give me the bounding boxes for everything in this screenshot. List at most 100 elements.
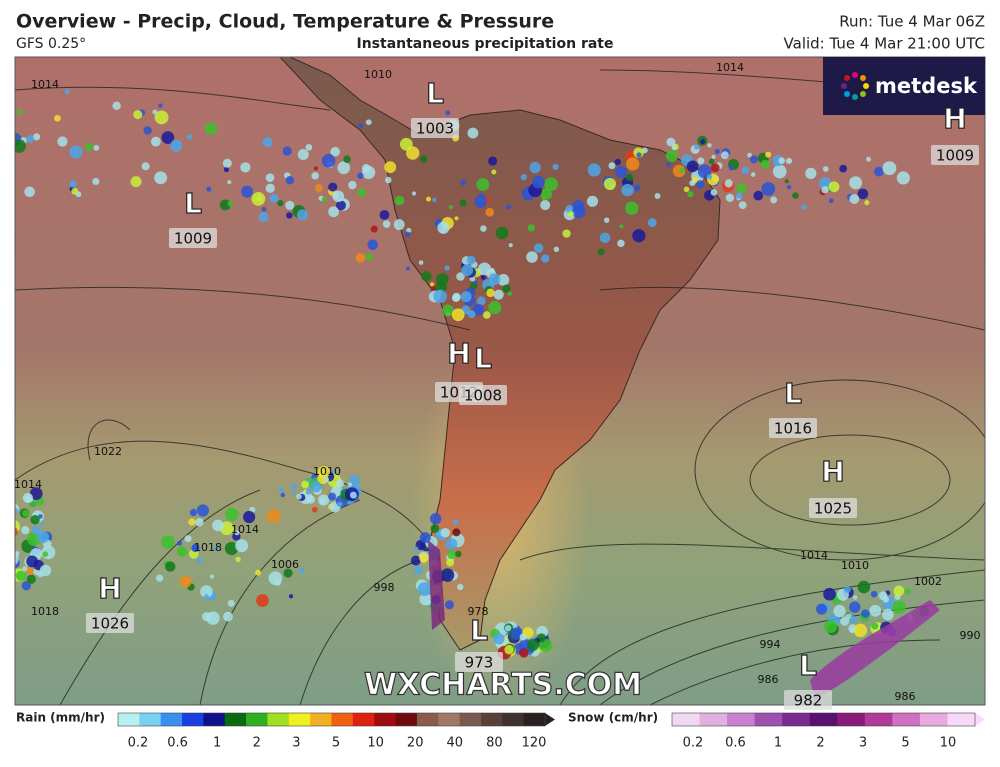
precip-cell xyxy=(460,179,467,186)
precip-cell xyxy=(472,303,485,316)
precip-cell xyxy=(786,184,792,190)
precip-cell xyxy=(706,174,713,180)
rain-arrow xyxy=(545,713,555,726)
precip-cell xyxy=(654,193,661,199)
precip-cell xyxy=(297,209,308,221)
precip-cell xyxy=(170,139,183,152)
rain-swatch xyxy=(160,713,183,726)
snow-swatch xyxy=(672,713,701,726)
precip-cell xyxy=(892,600,906,614)
precip-cell xyxy=(285,175,295,185)
precip-cell xyxy=(562,229,571,238)
rain-swatch xyxy=(182,713,204,726)
precip-cell xyxy=(69,180,77,188)
precip-cell xyxy=(679,167,686,174)
snow-legend-label: Snow (cm/hr) xyxy=(568,711,658,725)
precip-cell xyxy=(839,164,848,173)
isobar-label: 1014 xyxy=(716,61,744,74)
precip-cell xyxy=(24,186,35,198)
legend-tick-label: 20 xyxy=(407,736,424,751)
precip-cell xyxy=(328,492,337,501)
map-frame xyxy=(14,56,986,706)
precip-cell xyxy=(191,544,200,553)
rain-swatch xyxy=(502,713,525,726)
precip-cell xyxy=(495,226,509,240)
precip-cell xyxy=(507,291,512,296)
precip-cell xyxy=(235,556,241,563)
precip-cell xyxy=(69,145,83,159)
precip-cell xyxy=(461,264,474,277)
precip-cell xyxy=(671,145,677,151)
snow-swatch xyxy=(754,713,783,726)
precip-cell xyxy=(269,193,279,203)
precip-cell xyxy=(845,613,852,619)
logo-text: metdesk xyxy=(875,74,978,98)
precip-cell xyxy=(39,564,52,577)
precip-cell xyxy=(874,166,884,177)
precip-cell xyxy=(508,243,513,248)
center-letter: L xyxy=(184,187,202,220)
center-letter: L xyxy=(799,649,817,682)
center-value: 1008 xyxy=(464,387,502,405)
precip-cell xyxy=(785,157,793,165)
precip-cell xyxy=(866,156,872,162)
precip-cell xyxy=(15,527,18,537)
precip-cell xyxy=(778,157,786,165)
legend-tick-label: 2 xyxy=(816,736,824,751)
run-time: Run: Tue 4 Mar 06Z xyxy=(839,13,985,31)
precip-cell xyxy=(21,581,31,591)
precip-cell xyxy=(519,647,529,658)
precip-cell xyxy=(647,218,657,228)
precip-cell xyxy=(430,524,440,534)
precip-cell xyxy=(474,194,488,208)
precip-cell xyxy=(480,225,487,232)
precip-cell xyxy=(332,190,345,203)
precip-cell xyxy=(882,161,897,176)
precip-cell xyxy=(840,616,850,626)
precip-cell xyxy=(482,311,491,319)
rain-swatch xyxy=(459,713,482,726)
precip-cell xyxy=(444,265,450,271)
isobar-label: 1018 xyxy=(194,541,222,554)
precip-cell xyxy=(42,551,49,557)
precip-cell xyxy=(666,162,672,167)
precip-cell xyxy=(358,123,364,129)
precip-cell xyxy=(765,151,772,158)
precip-cell xyxy=(357,188,367,198)
precip-cell xyxy=(741,166,750,175)
precip-cell xyxy=(882,608,894,621)
precip-cell xyxy=(313,166,318,171)
isobar-label: 1010 xyxy=(313,465,341,478)
precip-cell xyxy=(361,165,376,180)
precip-cell xyxy=(599,232,611,244)
precip-cell xyxy=(451,308,465,322)
precip-cell xyxy=(21,525,30,535)
precip-cell xyxy=(818,177,832,191)
precip-cell xyxy=(617,239,625,248)
precip-cell xyxy=(878,591,888,601)
precip-cell xyxy=(158,103,163,108)
rain-swatch xyxy=(310,713,332,726)
precip-cell xyxy=(870,590,878,598)
snow-swatch xyxy=(809,713,838,726)
precip-cell xyxy=(285,200,295,210)
precip-cell xyxy=(597,248,605,256)
pressure-centers: L1003H1009L1009H1012L1008L1016H1025H1026… xyxy=(86,76,979,710)
rain-swatch xyxy=(288,713,311,726)
precip-cell xyxy=(225,507,239,522)
precip-cell xyxy=(161,131,175,144)
precip-cell xyxy=(857,188,869,200)
precip-cell xyxy=(440,527,451,538)
precip-cell xyxy=(455,550,462,558)
legends: 0.2 0.6 1 2 3 5 10 20 40 80 120 0.2 0.6 1 2 3 5 10 xyxy=(117,712,985,751)
precip-cell xyxy=(421,271,432,282)
center-value-box xyxy=(411,118,459,138)
precip-cell xyxy=(519,633,527,641)
precip-cell xyxy=(234,530,240,536)
precip-cell xyxy=(437,221,450,234)
precip-cell xyxy=(311,172,319,180)
precip-cell xyxy=(223,611,233,622)
precip-cell xyxy=(206,186,212,192)
